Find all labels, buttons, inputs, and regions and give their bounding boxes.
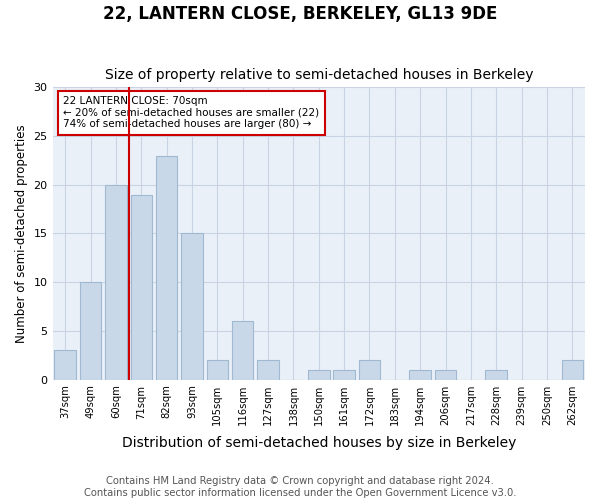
Text: 22 LANTERN CLOSE: 70sqm
← 20% of semi-detached houses are smaller (22)
74% of se: 22 LANTERN CLOSE: 70sqm ← 20% of semi-de… [63,96,319,130]
Bar [80,282,101,380]
Bar [257,360,279,380]
Bar [105,185,127,380]
Bar [485,370,507,380]
Bar [181,234,203,380]
Bar [232,321,253,380]
Bar [131,194,152,380]
Bar [308,370,329,380]
Bar [55,350,76,380]
Title: Size of property relative to semi-detached houses in Berkeley: Size of property relative to semi-detach… [104,68,533,82]
Y-axis label: Number of semi-detached properties: Number of semi-detached properties [15,124,28,343]
Bar [562,360,583,380]
Bar [359,360,380,380]
Bar [156,156,178,380]
Text: Contains HM Land Registry data © Crown copyright and database right 2024.
Contai: Contains HM Land Registry data © Crown c… [84,476,516,498]
Bar [409,370,431,380]
Bar [334,370,355,380]
Text: 22, LANTERN CLOSE, BERKELEY, GL13 9DE: 22, LANTERN CLOSE, BERKELEY, GL13 9DE [103,5,497,23]
Bar [435,370,457,380]
X-axis label: Distribution of semi-detached houses by size in Berkeley: Distribution of semi-detached houses by … [122,436,516,450]
Bar [206,360,228,380]
